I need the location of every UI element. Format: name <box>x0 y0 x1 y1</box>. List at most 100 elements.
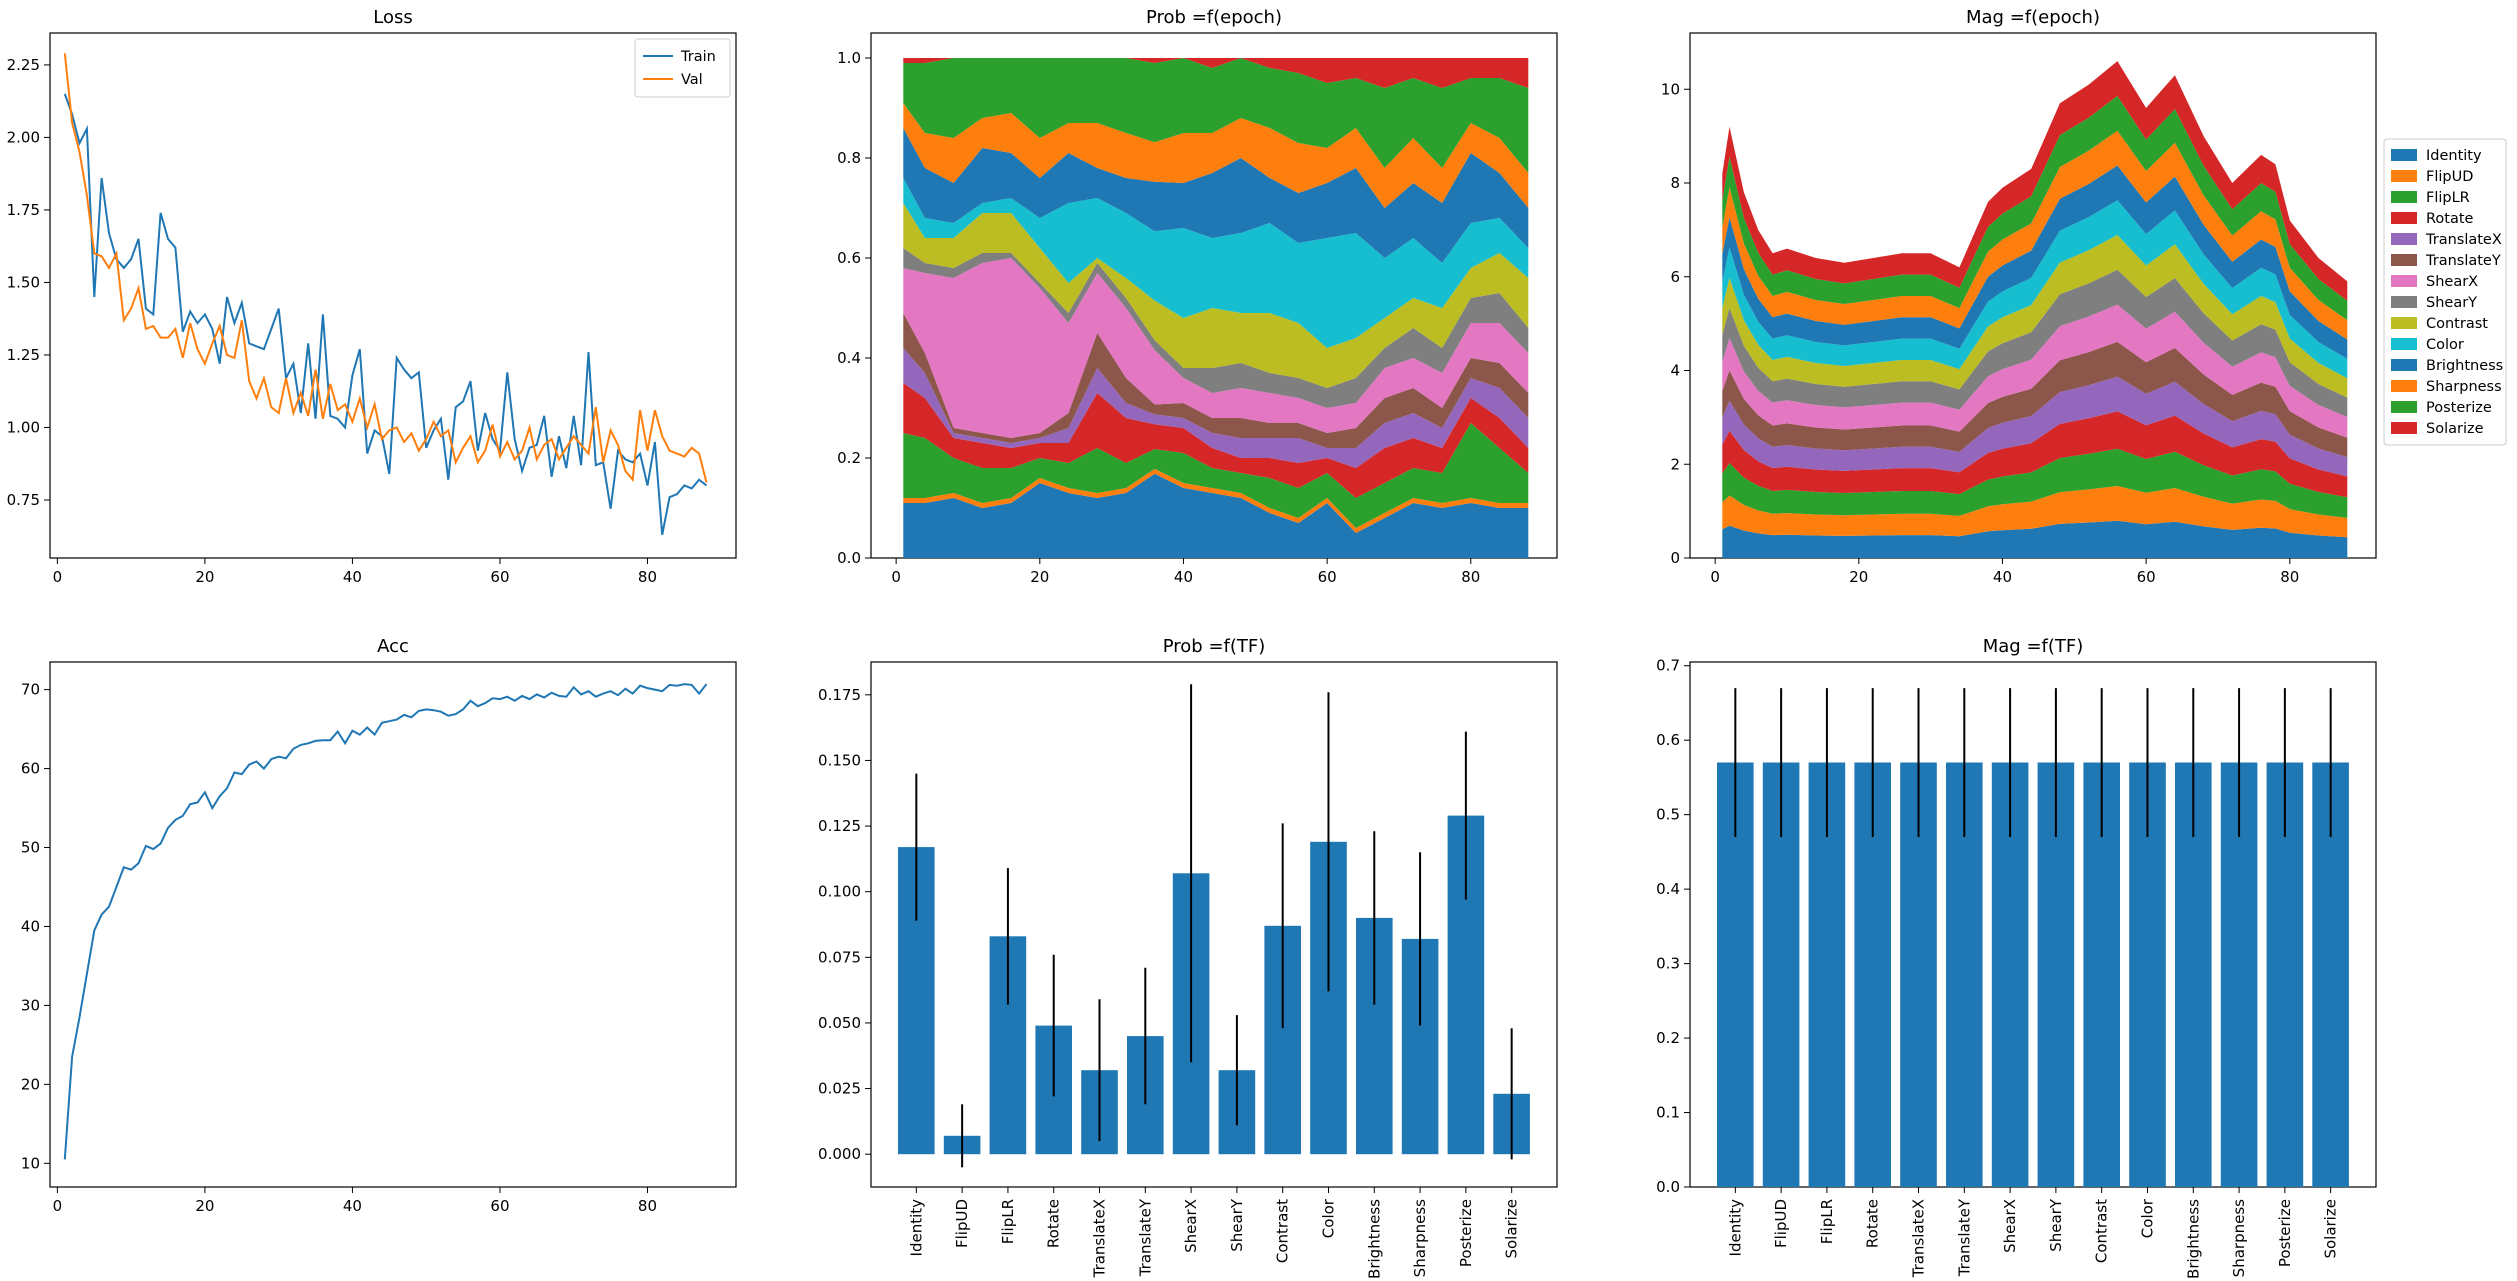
loss-title: Loss <box>373 7 412 28</box>
acc-title: Acc <box>377 636 409 657</box>
mag-epoch-area-sheary <box>1722 269 2348 417</box>
prob-tf-xtick-label: Brightness <box>1365 1199 1383 1279</box>
prob-tf-xtick-label: Color <box>1320 1198 1338 1238</box>
acc-xtick-label: 60 <box>490 1197 509 1215</box>
mag-epoch-area-brightness <box>1722 165 2348 359</box>
prob-tf-ytick-label: 0.175 <box>818 686 861 704</box>
prob-epoch-xtick-label: 20 <box>1030 568 1049 586</box>
prob-epoch-xtick-label: 40 <box>1174 568 1193 586</box>
acc-ytick-label: 70 <box>21 681 40 699</box>
mag-epoch-area-fliplr <box>1722 448 2348 518</box>
prob-epoch-area-identity <box>903 473 1529 558</box>
mag-epoch-legend-swatch <box>2391 170 2417 182</box>
mag-epoch-legend-swatch <box>2391 422 2417 434</box>
prob-epoch-area-rotate <box>903 383 1529 498</box>
acc-ytick-label: 20 <box>21 1075 40 1093</box>
mag-tf-title: Mag =f(TF) <box>1983 636 2084 657</box>
loss-ytick-label: 1.00 <box>7 418 40 436</box>
mag-tf-xtick-label: ShearY <box>2047 1198 2065 1252</box>
loss-ytick-label: 2.00 <box>7 128 40 146</box>
prob-epoch-ytick-label: 1.0 <box>837 49 861 67</box>
acc-series-line <box>63 683 708 1160</box>
mag-epoch-legend-label: Solarize <box>2426 421 2484 437</box>
mag-epoch-legend-label: TranslateX <box>2425 232 2502 248</box>
mag-tf-xtick-label: Color <box>2139 1198 2157 1238</box>
mag-epoch-xtick-label: 0 <box>1710 568 1720 586</box>
mag-tf-axes: Mag =f(TF) 0.0 0.1 0.2 0.3 0.4 0.5 0.6 0.7 Identi… <box>1656 636 2377 1279</box>
mag-tf-xtick-label: TranslateX <box>1910 1199 1928 1278</box>
prob-tf-xtick-label: Solarize <box>1503 1199 1521 1259</box>
mag-epoch-area-solarize <box>1722 61 2348 301</box>
mag-epoch-legend-label: Color <box>2426 337 2464 353</box>
prob-epoch-ytick-label: 0.2 <box>837 449 861 467</box>
mag-epoch-ytick-label: 10 <box>1661 80 1680 98</box>
prob-epoch-xtick-label: 60 <box>1318 568 1337 586</box>
prob-epoch-area-sheary <box>903 248 1529 408</box>
acc-xtick-label: 40 <box>343 1197 362 1215</box>
prob-epoch-area-color <box>903 178 1529 348</box>
prob-tf-xtick-label: Posterize <box>1457 1199 1475 1267</box>
mag-epoch-legend-swatch <box>2391 275 2417 287</box>
mag-tf-xtick-label: Sharpness <box>2230 1199 2248 1277</box>
mag-epoch-legend-label: Contrast <box>2426 316 2488 332</box>
loss-ytick-label: 1.25 <box>7 346 40 364</box>
mag-tf-xtick-label: TranslateY <box>1955 1198 1973 1277</box>
mag-tf-ytick-label: 0.1 <box>1656 1104 1680 1122</box>
prob-epoch-axes: Prob =f(epoch) 0.0 0.2 0.4 0.6 0.8 1.0 0 20 40 60 8… <box>837 7 1558 586</box>
mag-tf-ytick-label: 0.4 <box>1656 880 1680 898</box>
prob-epoch-title: Prob =f(epoch) <box>1146 7 1282 28</box>
loss-xtick-label: 20 <box>195 568 214 586</box>
mag-tf-ytick-label: 0.6 <box>1656 731 1680 749</box>
mag-tf-xtick-label: Contrast <box>2093 1199 2111 1263</box>
mag-epoch-area-color <box>1722 200 2348 379</box>
mag-epoch-legend-swatch <box>2391 233 2417 245</box>
prob-epoch-area-brightness <box>903 128 1529 263</box>
mag-epoch-legend-label: TranslateY <box>2425 253 2501 269</box>
mag-epoch-legend-swatch <box>2391 296 2417 308</box>
loss-legend-frame <box>634 38 731 98</box>
mag-epoch-area-shearx <box>1722 304 2348 438</box>
mag-epoch-legend-label: ShearY <box>2426 295 2477 311</box>
loss-axes: Loss 0.75 1.00 1.25 1.50 1.75 2.00 2.25 0 20 40 60 8… <box>7 7 737 586</box>
prob-tf-ytick-label: 0.000 <box>818 1145 861 1163</box>
loss-ytick-label: 1.50 <box>7 273 40 291</box>
mag-epoch-legend-swatch <box>2391 380 2417 392</box>
mag-tf-xtick-label: Solarize <box>2322 1199 2340 1259</box>
mag-tf-xtick-label: Identity <box>1726 1199 1744 1257</box>
mag-epoch-legend-label: ShearX <box>2426 274 2478 290</box>
loss-series-val <box>63 53 708 483</box>
mag-epoch-xtick-label: 40 <box>1993 568 2012 586</box>
prob-tf-axes: Prob =f(TF) 0.000 0.025 0.050 0.075 0.100 0.12… <box>818 636 1558 1279</box>
acc-ytick-label: 40 <box>21 917 40 935</box>
acc-frame <box>49 661 737 1188</box>
mag-tf-xtick-label: ShearX <box>2001 1199 2019 1253</box>
mag-epoch-legend-label: Sharpness <box>2426 379 2502 395</box>
loss-xtick-label: 0 <box>53 568 63 586</box>
prob-epoch-area-translatex <box>903 348 1529 468</box>
mag-epoch-area-translatey <box>1722 341 2348 458</box>
prob-tf-xtick-label: Sharpness <box>1411 1199 1429 1277</box>
mag-epoch-area-sharpness <box>1722 130 2348 340</box>
mag-epoch-legend-label: Brightness <box>2426 358 2503 374</box>
prob-epoch-area-shearx <box>903 258 1529 438</box>
prob-tf-xtick-label: Rotate <box>1045 1199 1063 1248</box>
prob-tf-xtick-label: Identity <box>907 1199 925 1257</box>
mag-epoch-legend: Identity FlipUD FlipLR Rotate TranslateX Tran… <box>2383 138 2507 446</box>
acc-axes: Acc 10 20 30 40 50 60 70 0 20 40 60 80 <box>21 636 737 1215</box>
prob-tf-xtick-label: ShearY <box>1228 1198 1246 1252</box>
mag-epoch-legend-label: Identity <box>2426 148 2482 164</box>
prob-tf-xtick-label: TranslateX <box>1091 1199 1109 1278</box>
prob-epoch-area-solarize <box>903 58 1529 88</box>
loss-ytick-label: 2.25 <box>7 56 40 74</box>
acc-ytick-label: 30 <box>21 996 40 1014</box>
loss-legend-label: Val <box>681 72 703 88</box>
mag-tf-xtick-label: Rotate <box>1864 1199 1882 1248</box>
prob-tf-xtick-label: Contrast <box>1274 1199 1292 1263</box>
mag-epoch-legend-label: Rotate <box>2426 211 2474 227</box>
mag-tf-ytick-label: 0.0 <box>1656 1178 1680 1196</box>
prob-tf-ytick-label: 0.150 <box>818 751 861 769</box>
loss-ytick-label: 1.75 <box>7 201 40 219</box>
prob-epoch-area-sharpness <box>903 103 1529 208</box>
loss-xtick-label: 60 <box>490 568 509 586</box>
